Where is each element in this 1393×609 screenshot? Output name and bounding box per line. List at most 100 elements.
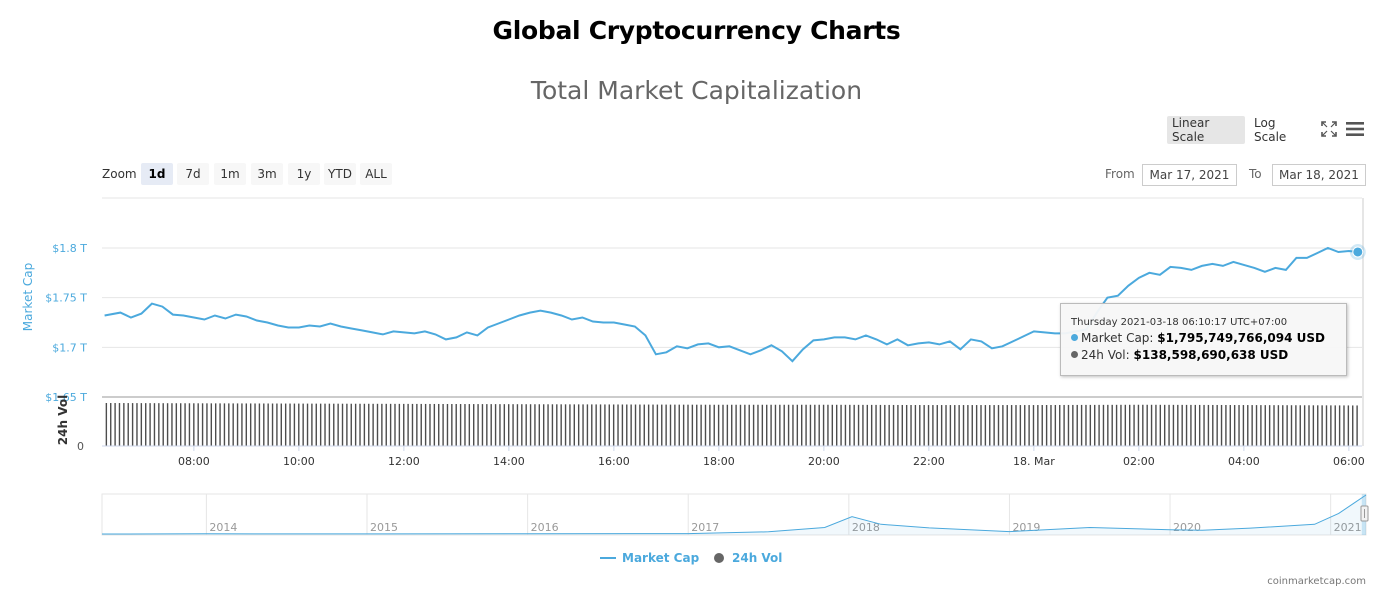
volume-bar (945, 405, 947, 446)
zoom-1m-button[interactable]: 1m (214, 163, 246, 185)
volume-bar (932, 405, 934, 446)
navigator-tick-label: 2015 (370, 521, 398, 534)
volume-bar (477, 404, 479, 446)
volume-bar (311, 403, 313, 446)
legend-market-cap[interactable]: Market Cap (600, 551, 699, 565)
volume-bar (814, 404, 816, 446)
volume-bar (298, 403, 300, 446)
linear-scale-button[interactable]: Linear Scale (1167, 116, 1245, 144)
volume-bar (123, 403, 125, 446)
navigator-tick-label: 2016 (531, 521, 559, 534)
volume-bar (993, 405, 995, 446)
volume-bar (949, 405, 952, 446)
from-date-input[interactable]: Mar 17, 2021 (1142, 164, 1237, 186)
log-scale-button[interactable]: Log Scale (1254, 116, 1287, 144)
volume-bar (652, 404, 654, 446)
tooltip-volume-label: 24h Vol: (1081, 348, 1130, 362)
zoom-ytd-button[interactable]: YTD (324, 163, 356, 185)
volume-bar (503, 404, 506, 446)
legend-24h-vol[interactable]: 24h Vol (714, 551, 782, 565)
volume-bar (674, 404, 676, 446)
volume-bar (766, 404, 768, 446)
volume-bar (507, 404, 510, 446)
volume-bar (879, 404, 882, 446)
volume-bar (236, 403, 239, 446)
volume-bar (258, 403, 261, 446)
volume-bar (228, 403, 230, 446)
volume-bar (582, 404, 584, 446)
volume-bar (1124, 404, 1127, 446)
volume-bar (827, 404, 829, 446)
volume-bar (271, 403, 274, 446)
volume-bar (184, 403, 186, 446)
volume-bar (564, 404, 567, 446)
zoom-1d-button[interactable]: 1d (141, 163, 173, 185)
volume-bar (512, 404, 514, 446)
volume-bar (118, 403, 121, 446)
volume-bar (1198, 404, 1201, 446)
credit-link[interactable]: coinmarketcap.com (1267, 576, 1366, 587)
volume-bar (1220, 404, 1223, 446)
volume-bar (350, 403, 352, 446)
volume-dot-icon (1071, 351, 1078, 358)
volume-bar (516, 404, 519, 446)
tooltip-date: Thursday 2021-03-18 06:10:17 UTC+07:00 (1071, 317, 1288, 328)
volume-bar (1207, 404, 1210, 446)
volume-bar (346, 403, 348, 446)
volume-bar (1251, 405, 1253, 446)
volume-bar (249, 403, 252, 446)
navigator-line (101, 494, 1367, 535)
zoom-all-button[interactable]: ALL (360, 163, 392, 185)
volume-bar (1295, 405, 1297, 446)
volume-bar (595, 404, 597, 446)
volume-bar (831, 404, 834, 446)
volume-bar (1282, 405, 1284, 446)
to-date-input[interactable]: Mar 18, 2021 (1272, 164, 1366, 186)
volume-bar (1045, 405, 1048, 446)
volume-bar (822, 404, 825, 446)
volume-bar (214, 403, 217, 446)
tooltip-market-cap-value: $1,795,749,766,094 USD (1157, 331, 1325, 345)
volume-bar (792, 404, 794, 446)
zoom-3m-button[interactable]: 3m (251, 163, 283, 185)
zoom-7d-button[interactable]: 7d (177, 163, 209, 185)
page-title: Global Cryptocurrency Charts (492, 16, 901, 45)
volume-bar (586, 404, 589, 446)
volume-bar (241, 403, 243, 446)
volume-bar (171, 403, 173, 446)
volume-bar (162, 403, 164, 446)
hamburger-menu-icon[interactable] (1343, 117, 1367, 141)
volume-bar (1002, 405, 1004, 446)
volume-bar (276, 403, 278, 446)
volume-bar (801, 404, 803, 446)
volume-bar (1115, 404, 1118, 446)
volume-bar (796, 404, 799, 446)
volume-bar (341, 403, 344, 446)
volume-bar (1107, 404, 1109, 446)
legend-dot-icon (714, 553, 724, 563)
x-tick-label: 14:00 (493, 455, 525, 468)
volume-bar (735, 404, 737, 446)
volume-bar (442, 403, 444, 446)
fullscreen-icon[interactable] (1318, 118, 1340, 140)
volume-bar (591, 404, 593, 446)
x-tick-label: 08:00 (178, 455, 210, 468)
volume-bar (538, 404, 541, 446)
volume-bar (1268, 405, 1271, 446)
volume-bar (809, 404, 812, 446)
volume-bar (997, 405, 1000, 446)
volume-bar (372, 403, 374, 446)
volume-bar (114, 403, 116, 446)
x-tick-label: 12:00 (388, 455, 420, 468)
volume-bar (407, 403, 409, 446)
volume-bar (1067, 404, 1070, 446)
volume-bar (857, 404, 860, 446)
volume-bar (381, 403, 383, 446)
volume-bar (1102, 404, 1105, 446)
volume-bar (394, 403, 396, 446)
volume-bar (289, 403, 291, 446)
volume-bar (774, 404, 777, 446)
zoom-1y-button[interactable]: 1y (288, 163, 320, 185)
volume-bar (153, 403, 156, 446)
